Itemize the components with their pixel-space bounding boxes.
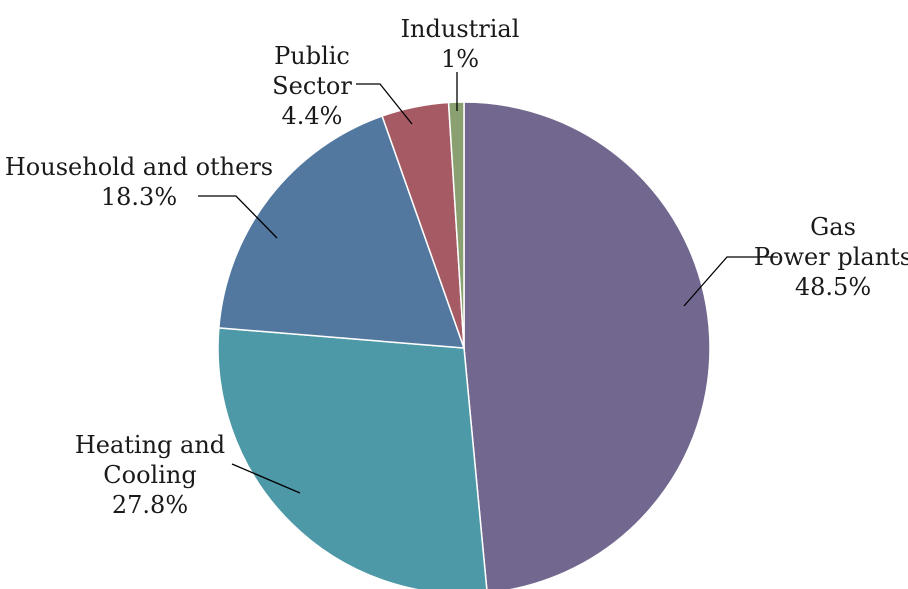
slice-category-label: Public bbox=[274, 42, 350, 70]
leader-line-0 bbox=[683, 256, 778, 307]
slice-category-label: Power plants bbox=[754, 243, 908, 271]
slice-category-label: Heating and bbox=[75, 431, 225, 459]
pie-slice-1 bbox=[217, 327, 488, 589]
slice-category-label: Gas bbox=[810, 213, 856, 241]
slice-label-1: Heating and Cooling 27.8% bbox=[75, 431, 225, 519]
pie-slices bbox=[217, 101, 711, 589]
slice-label-2: Household and others 18.3% bbox=[5, 153, 273, 211]
slice-value-label: 48.5% bbox=[795, 273, 871, 301]
pie-slice-0 bbox=[463, 101, 711, 589]
pie-slice-4 bbox=[447, 101, 465, 349]
pie-labels: Gas Power plants 48.5% Heating and Cooling 27… bbox=[5, 15, 908, 519]
slice-value-label: 1% bbox=[441, 45, 479, 73]
slice-label-4: Industrial 1% bbox=[401, 15, 520, 73]
slice-label-3: Public Sector 4.4% bbox=[272, 42, 352, 130]
leader-line-2 bbox=[198, 195, 278, 239]
slice-value-label: 4.4% bbox=[282, 102, 343, 130]
slice-category-label: Industrial bbox=[401, 15, 520, 43]
slice-value-label: 18.3% bbox=[101, 183, 177, 211]
leader-line-3 bbox=[356, 83, 413, 125]
pie-slice-2 bbox=[218, 115, 466, 349]
slice-category-label: Cooling bbox=[103, 461, 196, 489]
slice-label-0: Gas Power plants 48.5% bbox=[754, 213, 908, 301]
slice-value-label: 27.8% bbox=[112, 491, 188, 519]
slice-category-label: Household and others bbox=[5, 153, 273, 181]
leader-line-1 bbox=[231, 463, 301, 494]
slice-category-label: Sector bbox=[272, 72, 352, 100]
